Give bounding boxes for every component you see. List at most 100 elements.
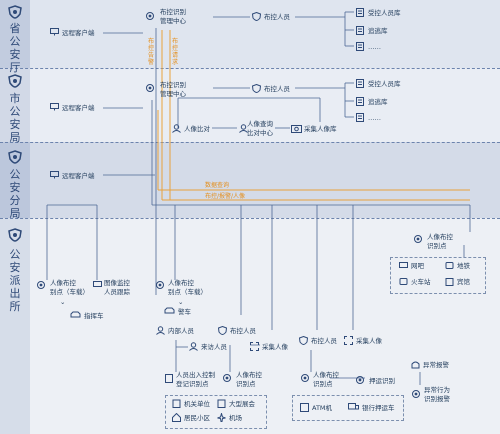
camera-icon bbox=[145, 12, 156, 21]
city-remote-client: 远程客户端 bbox=[62, 104, 95, 112]
monitor-icon bbox=[50, 28, 59, 36]
sites-box-b bbox=[292, 395, 404, 421]
station-control-point-right-line2: 识别点 bbox=[427, 242, 447, 250]
building-icon bbox=[172, 399, 181, 408]
chevron-down-icon: ⌄ bbox=[178, 298, 184, 306]
person-icon bbox=[189, 342, 198, 351]
city-library-item: …… bbox=[368, 114, 381, 122]
database-icon bbox=[356, 79, 364, 88]
city-control-center-line1: 布控识别 bbox=[160, 81, 186, 89]
camera-icon bbox=[36, 281, 47, 290]
city-library-item: 追逃库 bbox=[368, 98, 388, 106]
province-library-item: 追逃库 bbox=[368, 27, 388, 35]
venue-box bbox=[390, 257, 486, 294]
tier-tab-branch bbox=[0, 142, 30, 218]
venue-item: 地铁 bbox=[457, 262, 470, 270]
band-province bbox=[0, 0, 500, 68]
province-control-center-line2: 管理中心 bbox=[160, 17, 186, 25]
station-escort: 押运识别 bbox=[369, 377, 395, 385]
database-icon bbox=[356, 26, 364, 35]
city-face-compare: 人像比对 bbox=[184, 125, 210, 133]
face-icon bbox=[239, 124, 248, 133]
plane-icon bbox=[217, 413, 226, 422]
city-library-item: 受控人员库 bbox=[368, 80, 401, 88]
train-icon bbox=[445, 262, 454, 270]
province-library-item: …… bbox=[368, 43, 381, 51]
city-control-person: 布控人员 bbox=[264, 85, 290, 93]
tier-tab-station bbox=[0, 218, 30, 434]
face-icon bbox=[172, 124, 181, 133]
atm-icon bbox=[300, 403, 309, 412]
chevron-down-icon: ⌄ bbox=[60, 298, 66, 306]
divider-2 bbox=[0, 142, 500, 143]
station-control-person-b: 布控人员 bbox=[311, 337, 337, 345]
vertical-label-alarm: 布控告警 bbox=[148, 38, 155, 66]
shield-icon bbox=[218, 326, 227, 335]
venue-item: 网吧 bbox=[411, 262, 424, 270]
tier-title-city: 市公安局 bbox=[9, 92, 21, 144]
province-remote-client: 远程客户端 bbox=[62, 29, 95, 37]
venue-item: 火车站 bbox=[411, 278, 431, 286]
police-badge-icon bbox=[8, 5, 22, 19]
site-item: 大型展会 bbox=[229, 400, 255, 408]
alarm-icon bbox=[411, 360, 420, 369]
camera-icon bbox=[222, 374, 233, 383]
station-control-point-a-line1: 人像布控 bbox=[236, 371, 262, 379]
station-image-monitor-line2: 人员跟踪 bbox=[104, 288, 130, 296]
site-item: 机关单位 bbox=[184, 400, 210, 408]
car-icon bbox=[164, 307, 175, 315]
province-library-item: 受控人员库 bbox=[368, 9, 401, 17]
bracket-icon bbox=[250, 342, 259, 351]
shield-icon bbox=[252, 84, 261, 93]
site-item: 居民小区 bbox=[184, 414, 210, 422]
station-control-point-b-line2: 识别点 bbox=[313, 380, 333, 388]
band-city bbox=[0, 68, 500, 142]
station-control-point-a-line2: 识别点 bbox=[236, 380, 256, 388]
station-abnormal-behavior-line1: 异常行为 bbox=[424, 386, 450, 394]
bracket-icon bbox=[344, 336, 353, 345]
database-icon bbox=[356, 97, 364, 106]
database-icon bbox=[356, 42, 364, 51]
police-badge-icon bbox=[8, 150, 22, 164]
divider-1 bbox=[0, 68, 500, 69]
camera-icon bbox=[291, 124, 302, 133]
shield-icon bbox=[252, 12, 261, 21]
venue-item: 宾馆 bbox=[457, 278, 470, 286]
city-face-query-line1: 人像查询 bbox=[247, 120, 273, 128]
person-icon bbox=[156, 326, 165, 335]
site-item: 银行押运车 bbox=[362, 404, 395, 412]
monitor-icon bbox=[50, 171, 59, 179]
station-mobile-point-2-line2: 别点（车载） bbox=[168, 288, 207, 296]
tier-title-branch: 公安分局 bbox=[9, 168, 21, 220]
camera-icon bbox=[411, 390, 422, 399]
station-collect-face-b: 采集人像 bbox=[356, 337, 382, 345]
camera-icon bbox=[355, 376, 366, 385]
station-patrol-car: 指挥车 bbox=[84, 312, 104, 320]
station-mobile-point-line1: 人像布控 bbox=[50, 279, 76, 287]
tier-title-station: 公安派出所 bbox=[9, 248, 21, 313]
camera-icon bbox=[300, 374, 311, 383]
province-control-center-line1: 布控识别 bbox=[160, 8, 186, 16]
database-icon bbox=[356, 113, 364, 122]
station-control-point-right-line1: 人像布控 bbox=[427, 233, 453, 241]
branch-orange-label: 数据查询 bbox=[205, 182, 230, 189]
shield-icon bbox=[299, 336, 308, 345]
station-abnormal-behavior-line2: 识别报警 bbox=[424, 395, 450, 403]
site-item: ATM机 bbox=[312, 404, 333, 412]
car-icon bbox=[70, 311, 81, 319]
city-control-center-line2: 管理中心 bbox=[160, 90, 186, 98]
station-internal-staff: 内部人员 bbox=[168, 327, 194, 335]
city-face-query-line2: 比对中心 bbox=[247, 129, 273, 137]
truck-icon bbox=[348, 403, 359, 411]
train-icon bbox=[399, 278, 408, 286]
home-icon bbox=[172, 413, 181, 422]
monitor-icon bbox=[93, 281, 102, 289]
station-image-monitor-line1: 图像监控 bbox=[104, 279, 130, 287]
site-item: 机场 bbox=[229, 414, 242, 422]
monitor-icon bbox=[50, 103, 59, 111]
tier-title-province: 省公安厅 bbox=[9, 22, 21, 74]
city-collect-db: 采集人像库 bbox=[304, 125, 337, 133]
camera-icon bbox=[145, 84, 156, 93]
hotel-icon bbox=[445, 278, 454, 286]
